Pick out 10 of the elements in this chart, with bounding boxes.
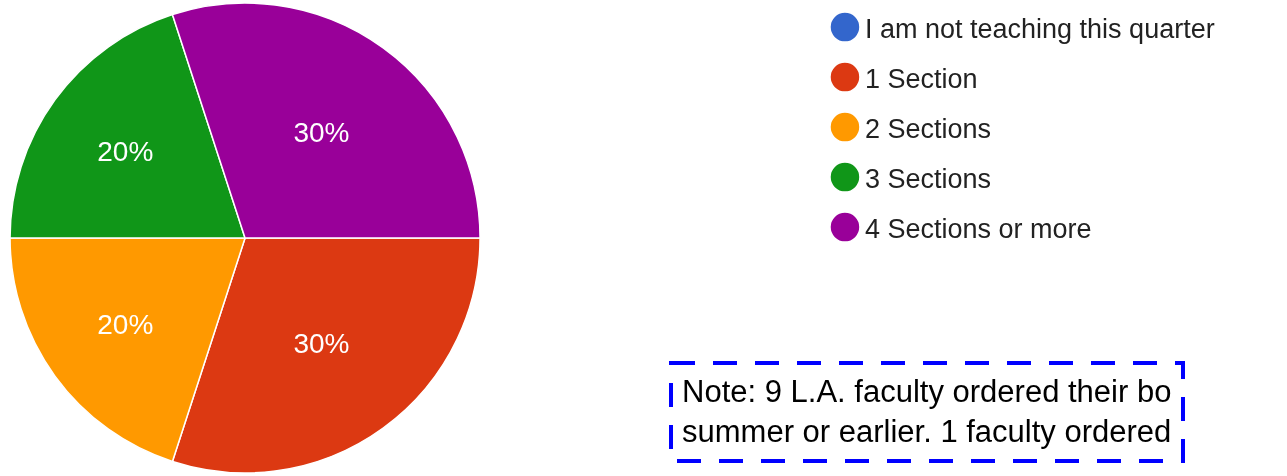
legend-label: 2 Sections	[864, 113, 992, 144]
legend-label: 1 Section	[864, 63, 978, 94]
data-label: 30%	[293, 327, 350, 359]
data-label: 20%	[97, 309, 154, 341]
data-label: 30%	[293, 117, 350, 149]
text: Note: 9 L.A. faculty ordered their bo summer or earlier. 1 faculty ordered	[682, 374, 1172, 450]
legend-label: I am not teaching this quarter	[864, 13, 1215, 44]
legend-label: 3 Sections	[864, 163, 992, 194]
data-label: 20%	[97, 135, 154, 167]
legend-label: 4 Sections or more	[864, 213, 1092, 244]
